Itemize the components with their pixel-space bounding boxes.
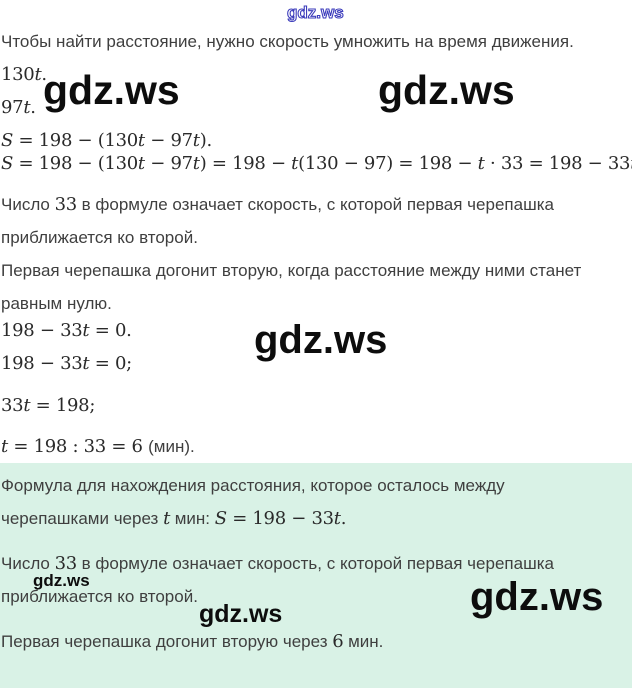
text-line: равным нулю. [1,287,632,320]
math-segment: 33 [1,395,24,416]
answer-paragraph: Первая черепашка догонит вторую через 6 … [1,625,632,658]
text-segment: приближается ко второй. [1,228,198,247]
answer-paragraph: Число 33 в формуле означает скорость, с … [1,547,632,613]
math-segment: t [333,508,341,529]
solution-body: Чтобы найти расстояние, нужно скорость у… [1,25,632,463]
text-line: Число 33 в формуле означает скорость, с … [1,188,632,221]
text-segment: Число [1,554,55,573]
text-segment: мин: [170,509,215,528]
math-segment: = 198 : 33 = 6 [7,436,149,457]
text-line: Чтобы найти расстояние, нужно скорость у… [1,25,632,58]
text-segment: Число [1,195,55,214]
text-line: 97t. [1,91,632,124]
math-segment: . [340,508,347,529]
math-segment: S [214,508,227,529]
math-segment: t [192,153,200,174]
math-segment: t [630,153,632,174]
text-line: приближается ко второй. [1,221,632,254]
text-line: S = 198 − (130t − 97t). [1,124,632,157]
math-segment: t [23,395,31,416]
text-line: Формула для нахождения расстояния, котор… [1,469,632,502]
math-segment: (130 − 97) = 198 − [298,153,478,174]
answer-paragraph: Формула для нахождения расстояния, котор… [1,469,632,535]
text-line: черепашками через t мин: S = 198 − 33t. [1,502,632,535]
text-segment: равным нулю. [1,294,112,313]
math-segment: 33 [54,553,78,574]
math-segment: = 0; [89,353,132,374]
solution-page: gdz.ws gdz.ws gdz.ws gdz.ws gdz.ws gdz.w… [0,3,632,688]
text-segment: в формуле означает скорость, с которой п… [76,195,554,214]
answer-highlight-box: Формула для нахождения расстояния, котор… [0,463,632,688]
math-segment: 97 [1,97,24,118]
text-segment: мин. [343,632,384,651]
math-segment: t [163,508,170,529]
text-line: Первая черепашка догонит вторую, когда р… [1,254,632,287]
math-segment: = 198; [30,395,96,416]
math-segment: S [1,153,14,174]
math-segment: 198 − 33 [1,353,83,374]
math-segment: − 97 [144,153,193,174]
text-segment: приближается ко второй. [1,587,198,606]
text-segment: (мин). [148,437,195,456]
math-segment: = 198 − 33 [226,508,334,529]
text-segment: черепашками через [1,509,164,528]
math-segment: 6 [332,631,344,652]
math-segment: − 97 [144,130,193,151]
math-segment: t [192,130,200,151]
text-line: 198 − 33t = 0. [1,314,632,347]
math-segment: t [137,130,145,151]
math-segment: t [137,153,145,174]
math-segment: t [82,320,90,341]
math-segment: . [41,64,47,85]
text-line: 198 − 33t = 0; [1,347,632,380]
math-segment: = 0. [89,320,132,341]
text-line: Первая черепашка догонит вторую через 6 … [1,625,632,658]
math-segment: 130 [1,64,35,85]
math-segment: t [23,97,31,118]
text-line: приближается ко второй. [1,580,632,613]
text-line: Число 33 в формуле означает скорость, с … [1,547,632,580]
text-line: S = 198 − (130t − 97t) = 198 − t(130 − 9… [1,147,632,180]
text-segment: Первая черепашка догонит вторую через [1,632,333,651]
math-segment: · 33 = 198 − 33 [484,153,631,174]
math-segment: t [1,436,8,457]
math-segment: . [30,97,36,118]
math-segment: t [82,353,90,374]
math-segment: t [477,153,485,174]
text-segment: Первая черепашка догонит вторую, когда р… [1,261,582,280]
math-segment: ) = 198 − [199,153,292,174]
text-segment: Чтобы найти расстояние, нужно скорость у… [1,32,574,51]
text-segment: в формуле означает скорость, с которой п… [76,554,554,573]
text-line: t = 198 : 33 = 6 (мин). [1,430,632,463]
math-segment: t [34,64,42,85]
math-segment: t [291,153,299,174]
text-line: 33t = 198; [1,389,632,422]
math-segment: = 198 − (130 [13,130,138,151]
math-segment: S [1,130,14,151]
math-segment: ). [199,130,212,151]
math-segment: 198 − 33 [1,320,83,341]
math-segment: 33 [54,194,78,215]
math-segment: = 198 − (130 [13,153,138,174]
text-line: 130t. [1,58,632,91]
text-segment: Формула для нахождения расстояния, котор… [1,476,505,495]
